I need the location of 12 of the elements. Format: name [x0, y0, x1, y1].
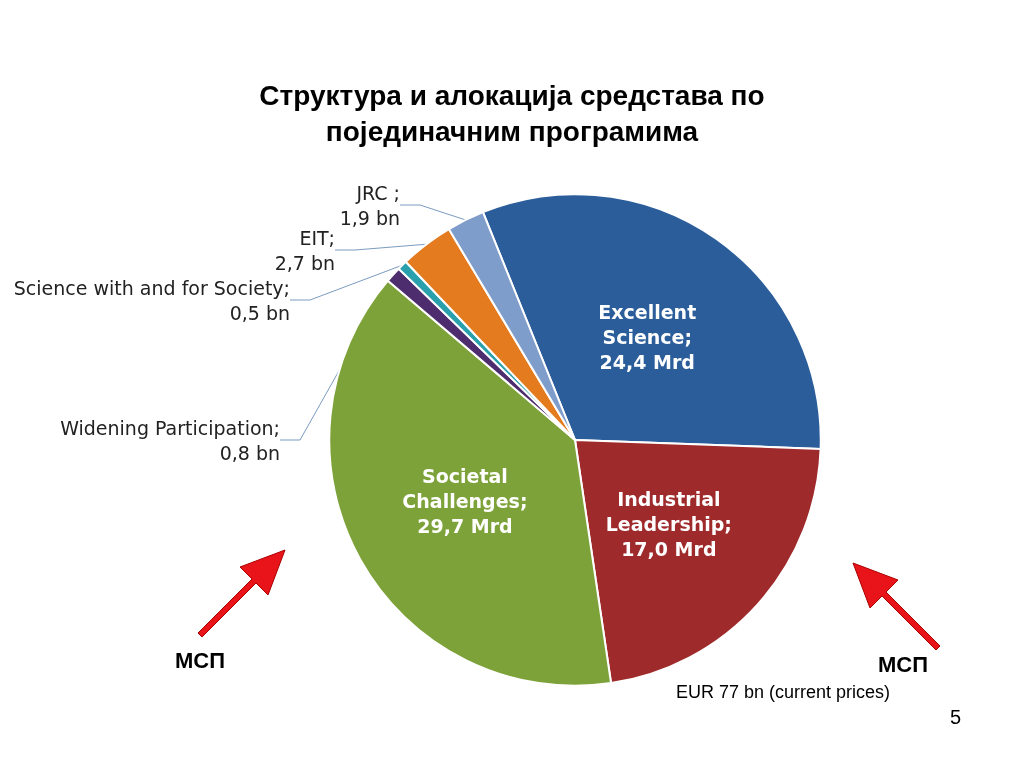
- slice-label: Excellent Science; 24,4 Mrd: [598, 300, 697, 373]
- text: МСП: [175, 648, 226, 674]
- slice-label: JRC ; 1,9 bn: [339, 181, 400, 229]
- slice-label: Science with and for Society; 0,5 bn: [13, 276, 290, 324]
- text: EUR 77 bn (current prices): [676, 682, 891, 703]
- slice-label: Industrial Leadership; 17,0 Mrd: [605, 487, 732, 560]
- chart-title: Структура и алокација средстава по појединачним програмима: [259, 79, 765, 147]
- text: 5: [950, 706, 962, 729]
- slice-label: EIT; 2,7 bn: [274, 226, 335, 274]
- slice-label: Widening Participation; 0,8 bn: [60, 416, 280, 464]
- text: МСП: [878, 652, 929, 678]
- slice-label: Societal Challenges; 29,7 Mrd: [402, 465, 528, 538]
